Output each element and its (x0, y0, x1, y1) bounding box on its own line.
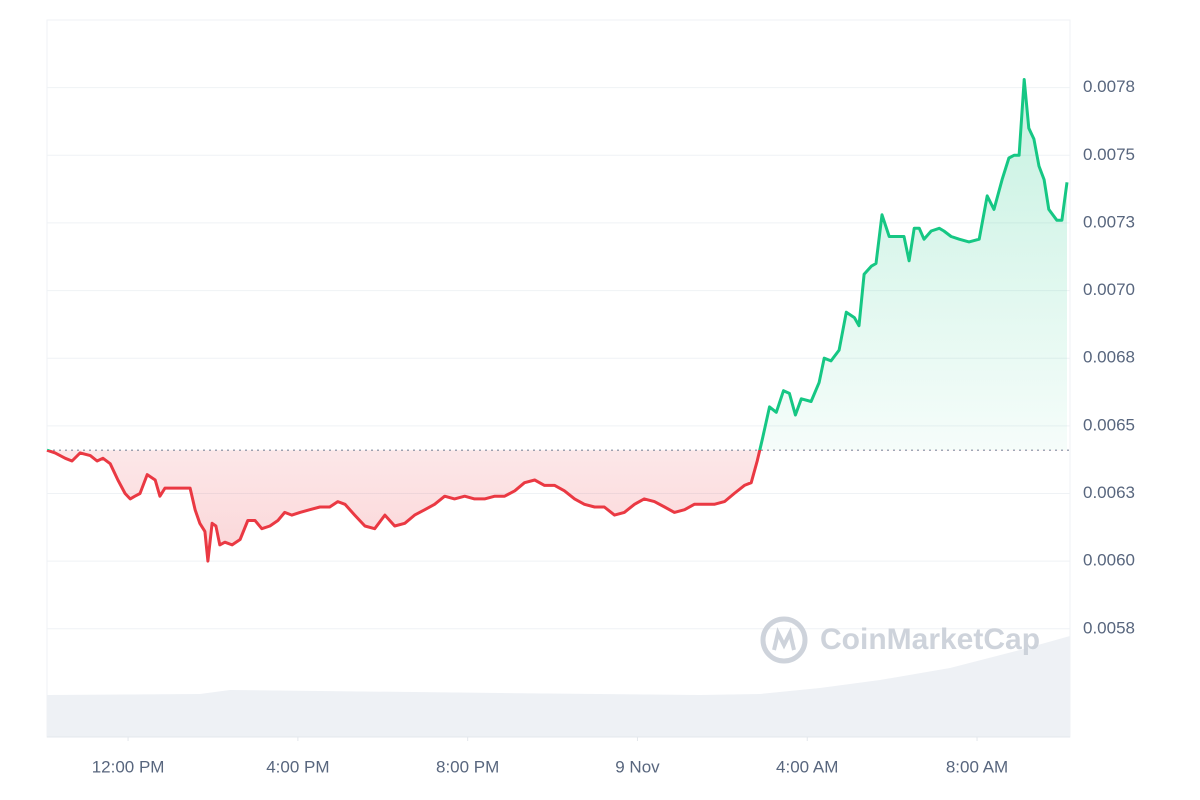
y-tick-label: 0.0075 (1083, 145, 1135, 164)
x-tick-label: 12:00 PM (92, 757, 165, 776)
x-tick-label: 4:00 AM (776, 757, 838, 776)
area (47, 79, 1067, 562)
x-tick-label: 4:00 PM (266, 757, 329, 776)
y-tick-label: 0.0058 (1083, 618, 1135, 637)
y-tick-label: 0.0065 (1083, 415, 1135, 434)
y-tick-label: 0.0070 (1083, 280, 1135, 299)
x-tick-label: 8:00 AM (946, 757, 1008, 776)
y-tick-label: 0.0078 (1083, 77, 1135, 96)
y-tick-label: 0.0068 (1083, 348, 1135, 367)
watermark-text: CoinMarketCap (820, 623, 1040, 656)
marks (46, 78, 1070, 563)
x-tick-label: 9 Nov (615, 757, 660, 776)
y-tick-label: 0.0060 (1083, 551, 1135, 570)
price-line (46, 78, 1069, 563)
x-tick-label: 8:00 PM (436, 757, 499, 776)
volume-area (47, 636, 1070, 737)
y-tick-label: 0.0073 (1083, 212, 1135, 231)
watermark: CoinMarketCap (760, 616, 1040, 664)
y-tick-label: 0.0063 (1083, 483, 1135, 502)
